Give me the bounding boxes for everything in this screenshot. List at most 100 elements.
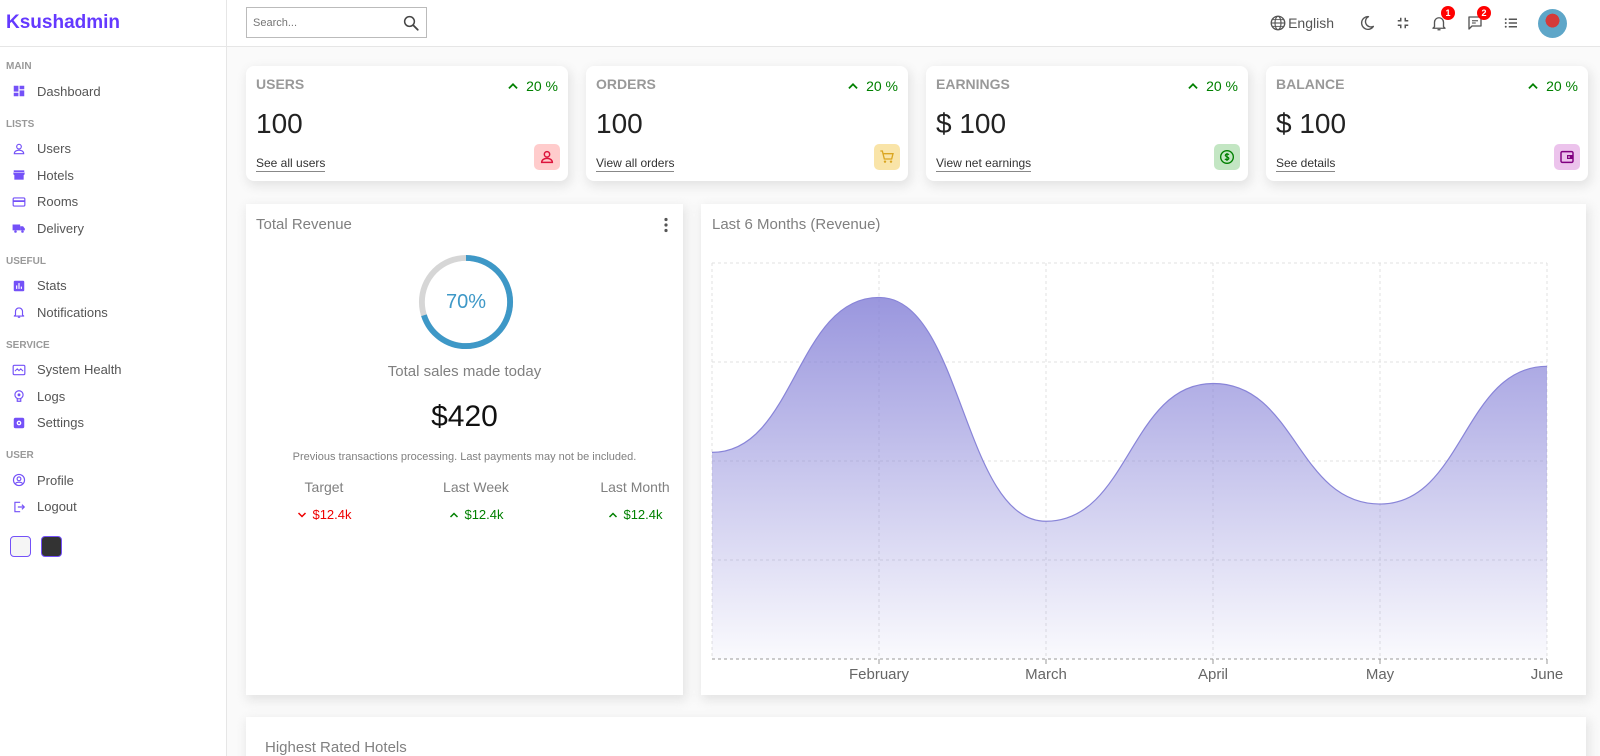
sidebar-section-title: MAIN xyxy=(6,61,32,72)
widget-earnings: EARNINGS 20 % $ 100 View net earnings xyxy=(926,66,1248,181)
widget-percentage: 20 % xyxy=(1526,78,1578,94)
x-tick-label: April xyxy=(1198,666,1228,683)
settings-icon xyxy=(12,416,26,430)
widget-percentage-value: 20 % xyxy=(866,78,898,94)
sidebar-item-stats[interactable]: Stats xyxy=(0,273,226,300)
psychology-icon xyxy=(12,389,26,403)
avatar[interactable] xyxy=(1538,8,1567,38)
user-icon xyxy=(12,142,26,156)
truck-icon xyxy=(12,221,26,235)
featured-card: Total Revenue 70% Total sales made today… xyxy=(246,204,683,695)
search-icon[interactable] xyxy=(402,14,420,32)
sidebar-item-users[interactable]: Users xyxy=(0,136,226,163)
sidebar-item-rooms[interactable]: Rooms xyxy=(0,189,226,216)
x-tick-label: February xyxy=(849,666,910,683)
arrow-up-icon xyxy=(607,509,623,521)
language-selector[interactable]: English xyxy=(1269,14,1334,32)
wallet-icon xyxy=(1554,144,1580,170)
featured-stat-last-week: Last Week $12.4k xyxy=(406,479,546,522)
light-theme-swatch[interactable] xyxy=(10,536,31,557)
arrow-up-icon xyxy=(1186,79,1206,93)
sidebar-item-dashboard[interactable]: Dashboard xyxy=(0,78,226,105)
x-tick-label: June xyxy=(1531,666,1564,683)
moon-icon xyxy=(1360,15,1375,31)
featured-description: Previous transactions processing. Last p… xyxy=(292,451,637,463)
widget-value: $ 100 xyxy=(936,108,1007,139)
dollar-icon xyxy=(1214,144,1240,170)
widget-link[interactable]: See details xyxy=(1276,156,1336,172)
widget-percentage-value: 20 % xyxy=(1546,78,1578,94)
notifications-badge: 1 xyxy=(1441,6,1455,20)
widget-value: 100 xyxy=(596,108,643,139)
health-icon xyxy=(12,363,26,377)
widget-percentage: 20 % xyxy=(846,78,898,94)
person-icon xyxy=(534,144,560,170)
messages-button[interactable]: 2 xyxy=(1466,6,1491,32)
featured-subtitle: Total sales made today xyxy=(387,363,542,380)
stat-amount: $12.4k xyxy=(464,507,504,522)
widget-balance: BALANCE 20 % $ 100 See details xyxy=(1266,66,1588,181)
revenue-chart-card: Last 6 Months (Revenue) February March Apr… xyxy=(701,204,1586,695)
sidebar-item-hotels[interactable]: Hotels xyxy=(0,162,226,189)
stat-label: Last Month xyxy=(600,479,670,495)
arrow-up-icon xyxy=(448,509,464,521)
list-icon xyxy=(1504,18,1517,28)
sidebar-item-delivery[interactable]: Delivery xyxy=(0,215,226,242)
arrow-down-icon xyxy=(296,509,312,521)
sidebar-item-label: Profile xyxy=(37,472,74,488)
featured-stat-target: Target $12.4k xyxy=(254,479,394,522)
search-input[interactable] xyxy=(247,16,397,29)
sidebar-item-profile[interactable]: Profile xyxy=(0,467,226,494)
sidebar-item-system-health[interactable]: System Health xyxy=(0,357,226,384)
credit-card-icon xyxy=(12,195,26,209)
theme-switcher xyxy=(0,536,226,557)
sidebar-item-label: Delivery xyxy=(37,220,84,236)
stat-value: $12.4k xyxy=(565,507,705,522)
revenue-area-chart: February March April May June xyxy=(711,262,1564,683)
featured-stat-last-month: Last Month $12.4k xyxy=(565,479,705,522)
cart-icon xyxy=(874,144,900,170)
widget-percentage-value: 20 % xyxy=(526,78,558,94)
sidebar-item-label: Notifications xyxy=(37,304,108,320)
sidebar-nav: MAIN Dashboard LISTS Users Hotels Rooms Delive… xyxy=(0,61,226,520)
dark-mode-toggle[interactable] xyxy=(1358,14,1376,32)
revenue-area xyxy=(712,297,1547,659)
bell-icon xyxy=(1432,17,1446,31)
stat-label: Target xyxy=(304,479,344,495)
language-label: English xyxy=(1288,15,1334,31)
sidebar: Ksushadmin MAIN Dashboard LISTS Users Hotels… xyxy=(0,0,227,756)
arrow-up-icon xyxy=(846,79,866,93)
arrow-up-icon xyxy=(1526,79,1546,93)
store-icon xyxy=(12,168,26,182)
notifications-button[interactable]: 1 xyxy=(1430,6,1455,32)
dark-theme-swatch[interactable] xyxy=(41,536,62,557)
widget-users: USERS 20 % 100 See all users xyxy=(246,66,568,181)
more-vert-icon[interactable] xyxy=(663,217,669,233)
topbar: English 1 2 xyxy=(227,0,1600,47)
widget-title: USERS xyxy=(256,76,305,92)
widget-link[interactable]: View all orders xyxy=(596,156,675,172)
widget-percentage: 20 % xyxy=(1186,78,1238,94)
fullscreen-exit-button[interactable] xyxy=(1394,14,1412,32)
widget-link[interactable]: View net earnings xyxy=(936,156,1032,172)
chart-title: Last 6 Months (Revenue) xyxy=(712,216,881,233)
x-tick-label: March xyxy=(1025,666,1067,683)
sidebar-item-label: Users xyxy=(37,141,71,157)
app-logo[interactable]: Ksushadmin xyxy=(6,12,121,33)
widget-link[interactable]: See all users xyxy=(256,156,326,172)
widget-title: BALANCE xyxy=(1276,76,1345,92)
sidebar-section-title: SERVICE xyxy=(6,339,50,351)
featured-title: Total Revenue xyxy=(256,216,352,233)
widget-value: 100 xyxy=(256,108,303,139)
search-box xyxy=(246,7,427,38)
list-button[interactable] xyxy=(1502,14,1520,32)
sidebar-item-label: Logs xyxy=(37,388,66,404)
messages-badge: 2 xyxy=(1477,6,1491,20)
sidebar-item-settings[interactable]: Settings xyxy=(0,410,226,437)
arrow-up-icon xyxy=(506,79,526,93)
sidebar-item-logout[interactable]: Logout xyxy=(0,494,226,521)
sidebar-item-label: Dashboard xyxy=(37,83,101,99)
x-tick-label: May xyxy=(1366,666,1395,683)
sidebar-item-notifications[interactable]: Notifications xyxy=(0,299,226,326)
sidebar-item-logs[interactable]: Logs xyxy=(0,383,226,410)
